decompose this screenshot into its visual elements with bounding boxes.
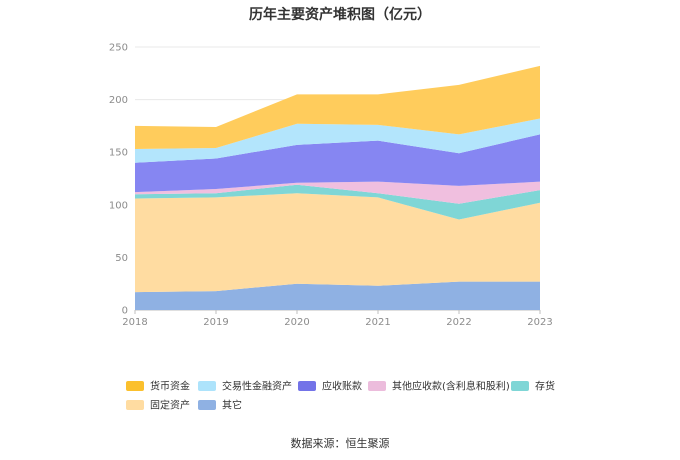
x-tick-label: 2023 <box>527 317 552 328</box>
x-tick-label: 2019 <box>203 317 228 328</box>
area-series-3 <box>135 181 540 204</box>
area-series-0 <box>135 281 540 310</box>
area-series-1 <box>135 193 540 293</box>
legend-swatch <box>298 381 316 391</box>
area-series-5 <box>135 118 540 163</box>
y-tick-label: 100 <box>109 200 128 211</box>
legend-swatch <box>198 400 216 410</box>
legend-swatch <box>511 381 529 391</box>
x-tick-label: 2018 <box>122 317 147 328</box>
y-tick-label: 50 <box>115 253 128 264</box>
y-tick-label: 200 <box>109 95 128 106</box>
legend-swatch <box>198 381 216 391</box>
x-axis: 2018 2019 2020 2021 2022 2023 <box>122 310 553 328</box>
legend-swatch <box>126 381 144 391</box>
series-areas <box>135 65 540 310</box>
x-tick-label: 2022 <box>446 317 471 328</box>
area-series-4 <box>135 134 540 193</box>
y-tick-label: 250 <box>109 43 128 54</box>
x-tick-label: 2021 <box>365 317 390 328</box>
legend-label: 货币资金 <box>150 380 190 393</box>
legend-swatch <box>368 381 386 391</box>
area-series-6 <box>135 65 540 150</box>
y-axis: 0 50 100 150 200 250 <box>109 43 128 317</box>
legend-label: 存货 <box>535 380 555 393</box>
legend-swatch <box>126 400 144 410</box>
legend-label: 其他应收款(含利息和股利) <box>392 380 510 393</box>
area-series-2 <box>135 184 540 220</box>
legend-label: 应收账款 <box>322 380 362 393</box>
legend-label: 其它 <box>222 399 242 412</box>
legend-label: 固定资产 <box>150 399 190 412</box>
data-source: 数据来源：恒生聚源 <box>291 436 390 450</box>
legend-label: 交易性金融资产 <box>222 380 292 393</box>
y-tick-label: 150 <box>109 148 128 159</box>
y-tick-label: 0 <box>122 306 128 317</box>
x-tick-label: 2020 <box>284 317 309 328</box>
chart-title: 历年主要资产堆积图（亿元） <box>249 6 431 23</box>
